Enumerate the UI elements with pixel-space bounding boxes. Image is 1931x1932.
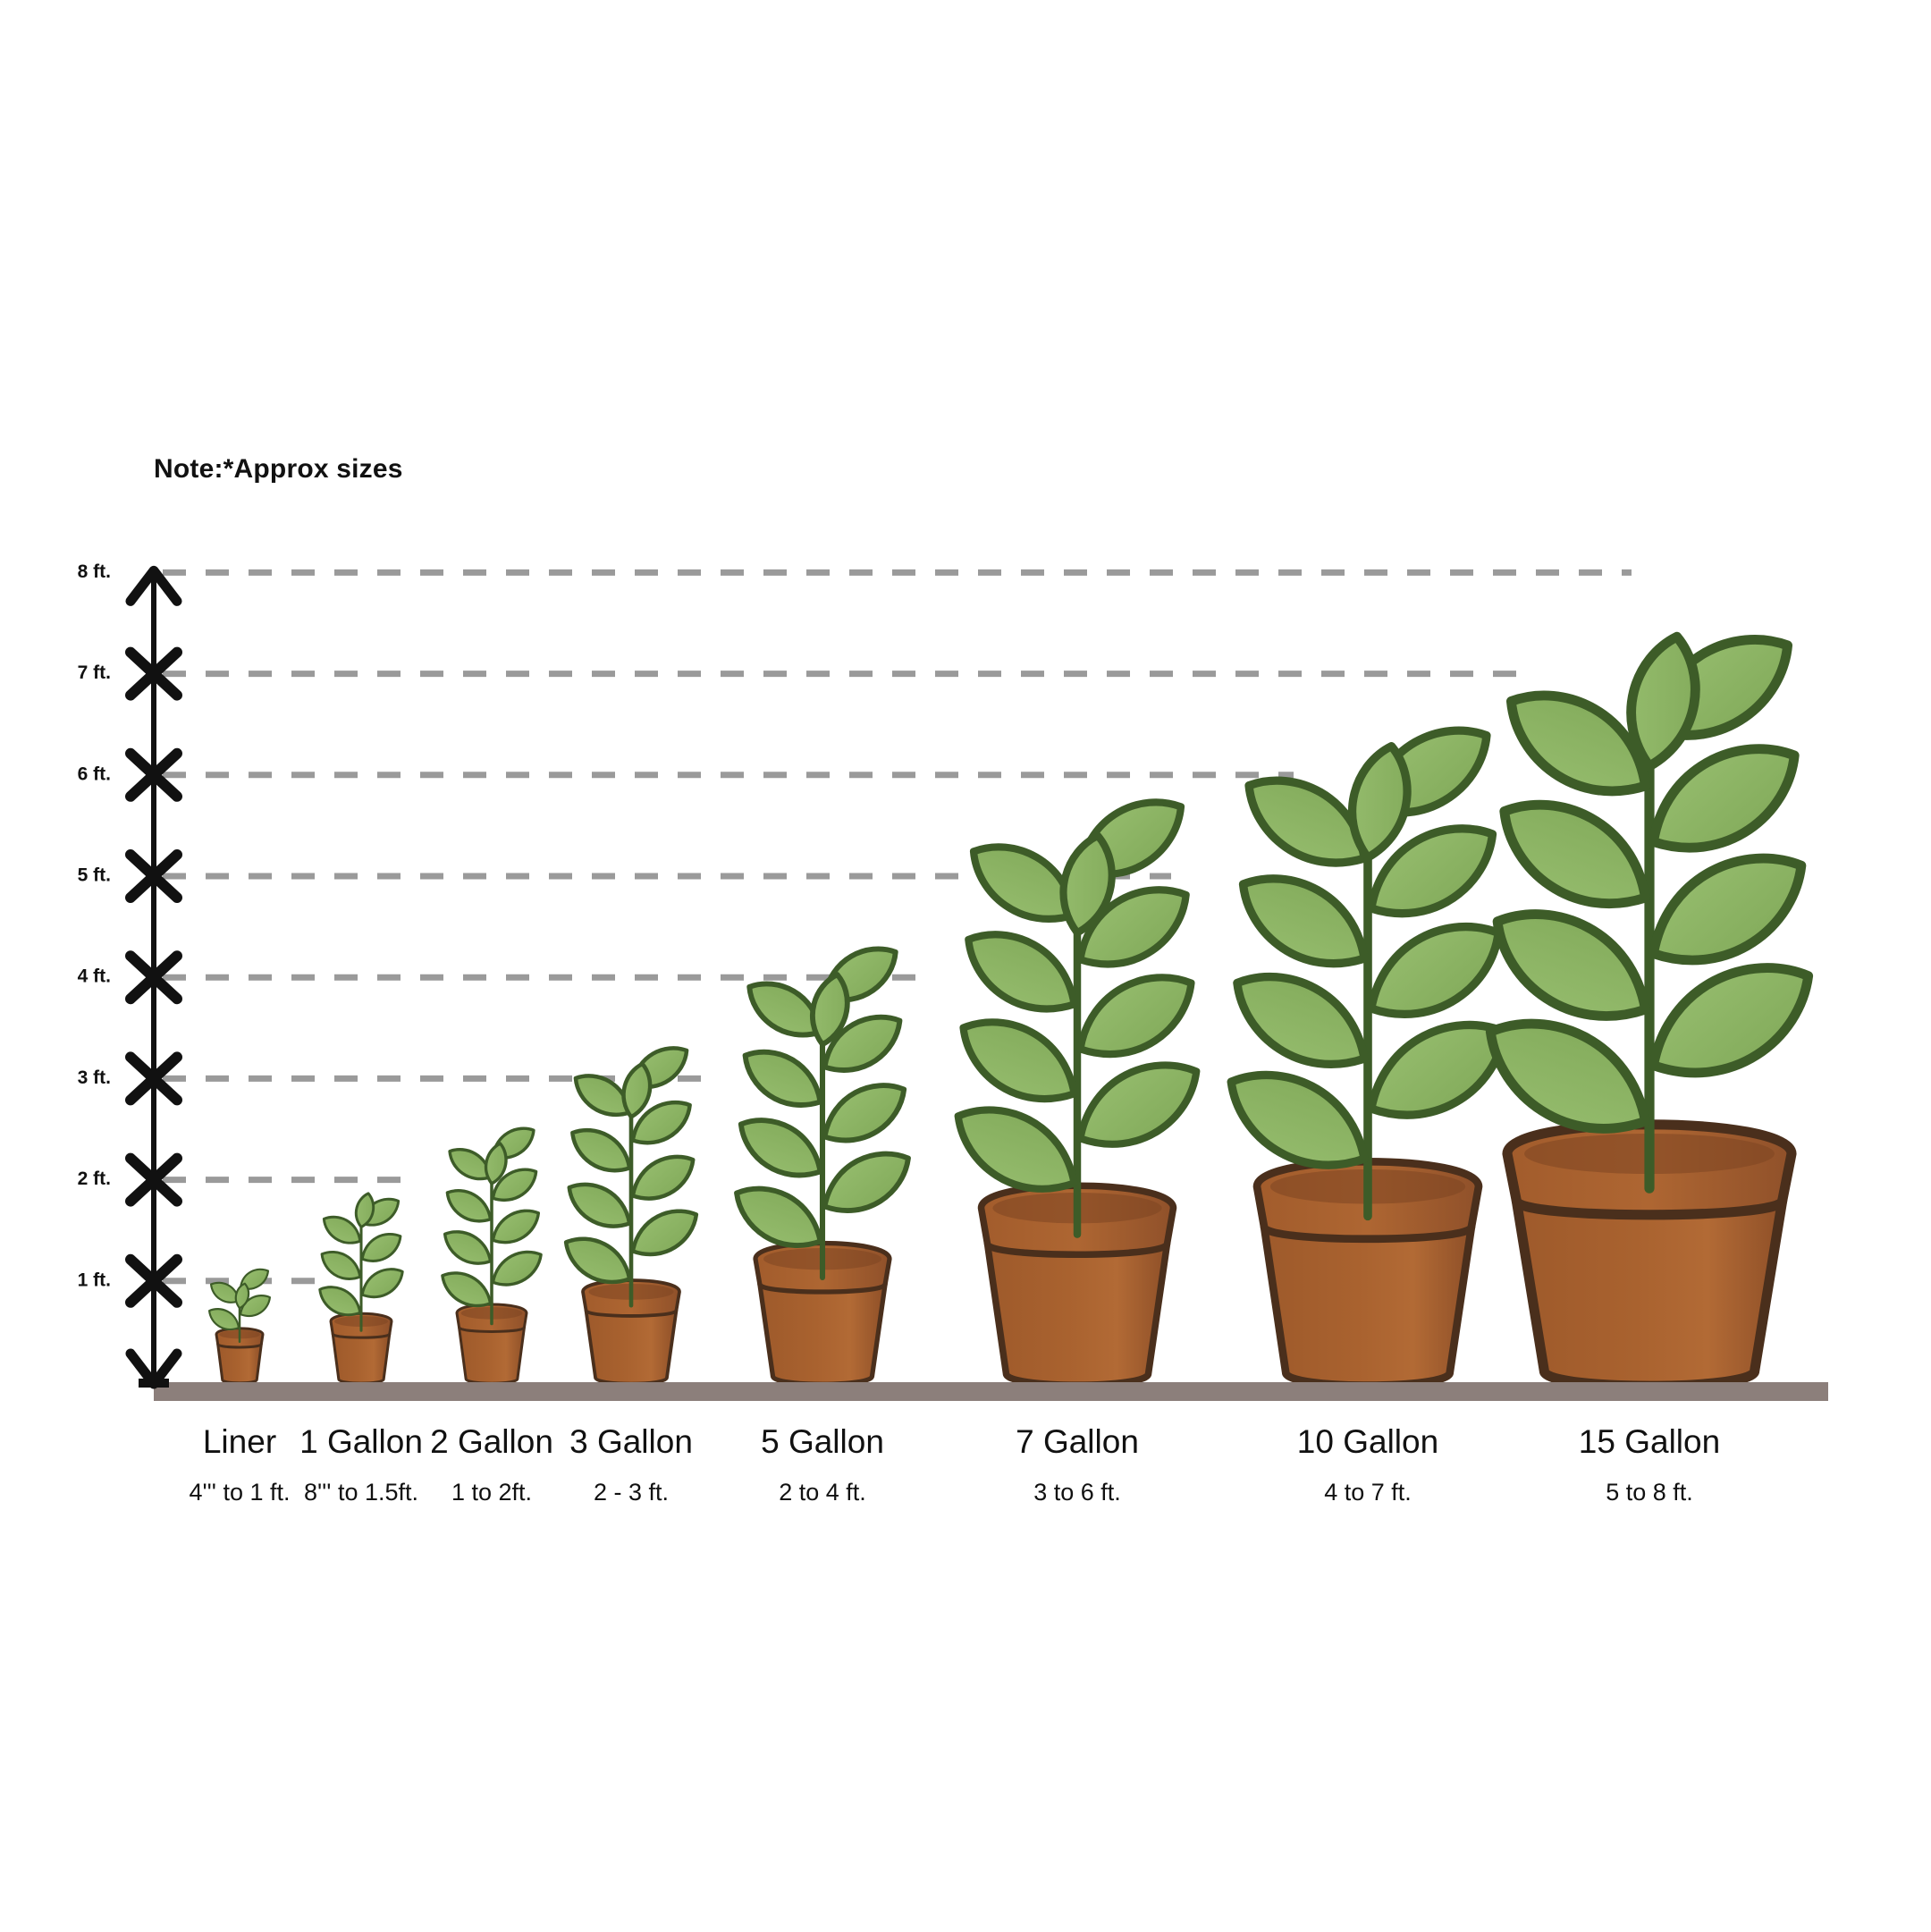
pot-size-label-gal15: 15 Gallon bbox=[1579, 1423, 1720, 1460]
plant-liner bbox=[208, 1268, 271, 1385]
axis-tick-label: 7 ft. bbox=[78, 662, 111, 683]
plant-gal7 bbox=[954, 798, 1201, 1388]
plant-gal3 bbox=[563, 1046, 699, 1386]
plant-gal5 bbox=[734, 946, 911, 1387]
pot-size-label-gal1: 1 Gallon bbox=[299, 1423, 423, 1460]
axis-tick-label: 1 ft. bbox=[78, 1270, 111, 1290]
axis-tick-label: 5 ft. bbox=[78, 865, 111, 886]
axis-tick-label: 2 ft. bbox=[78, 1168, 111, 1189]
pot-size-range-gal3: 2 - 3 ft. bbox=[594, 1479, 669, 1506]
pot-size-label-gal10: 10 Gallon bbox=[1297, 1423, 1438, 1460]
approx-sizes-note: Note:*Approx sizes bbox=[154, 454, 403, 484]
axis-tick-label: 8 ft. bbox=[78, 561, 111, 582]
axis-tick-label: 6 ft. bbox=[78, 764, 111, 784]
plant-gal2 bbox=[441, 1126, 543, 1385]
pot-size-range-gal15: 5 to 8 ft. bbox=[1606, 1479, 1693, 1506]
guide-lines bbox=[163, 569, 1632, 1285]
plant-gal10 bbox=[1227, 726, 1509, 1389]
plants-layer bbox=[208, 631, 1814, 1391]
pot-size-label-gal5: 5 Gallon bbox=[761, 1423, 884, 1460]
pot-size-label-gal3: 3 Gallon bbox=[569, 1423, 693, 1460]
pot-size-label-liner: Liner bbox=[203, 1423, 276, 1460]
ground-bar bbox=[154, 1382, 1828, 1401]
axis-tick-label: 3 ft. bbox=[78, 1067, 111, 1088]
pot-labels-layer: Liner 4''' to 1 ft. 1 Gallon 8''' to 1.5ft.… bbox=[189, 1423, 1720, 1506]
pot-size-range-gal5: 2 to 4 ft. bbox=[779, 1479, 866, 1506]
pot-size-label-gal2: 2 Gallon bbox=[430, 1423, 553, 1460]
pot-size-label-gal7: 7 Gallon bbox=[1016, 1423, 1139, 1460]
axis-tick-label: 4 ft. bbox=[78, 966, 111, 987]
pot-size-range-gal10: 4 to 7 ft. bbox=[1324, 1479, 1412, 1506]
pot-size-range-gal1: 8''' to 1.5ft. bbox=[304, 1479, 418, 1506]
plant-gal15 bbox=[1485, 631, 1814, 1391]
pot-size-range-gal7: 3 to 6 ft. bbox=[1033, 1479, 1121, 1506]
height-axis: 8 ft. 7 ft. 6 ft. 5 ft. 4 ft. 3 ft. 2 ft. 1 ft. bbox=[78, 561, 182, 1389]
pot-size-range-liner: 4''' to 1 ft. bbox=[189, 1479, 290, 1506]
plant-gal1 bbox=[318, 1192, 404, 1385]
pot-size-range-gal2: 1 to 2ft. bbox=[451, 1479, 532, 1506]
